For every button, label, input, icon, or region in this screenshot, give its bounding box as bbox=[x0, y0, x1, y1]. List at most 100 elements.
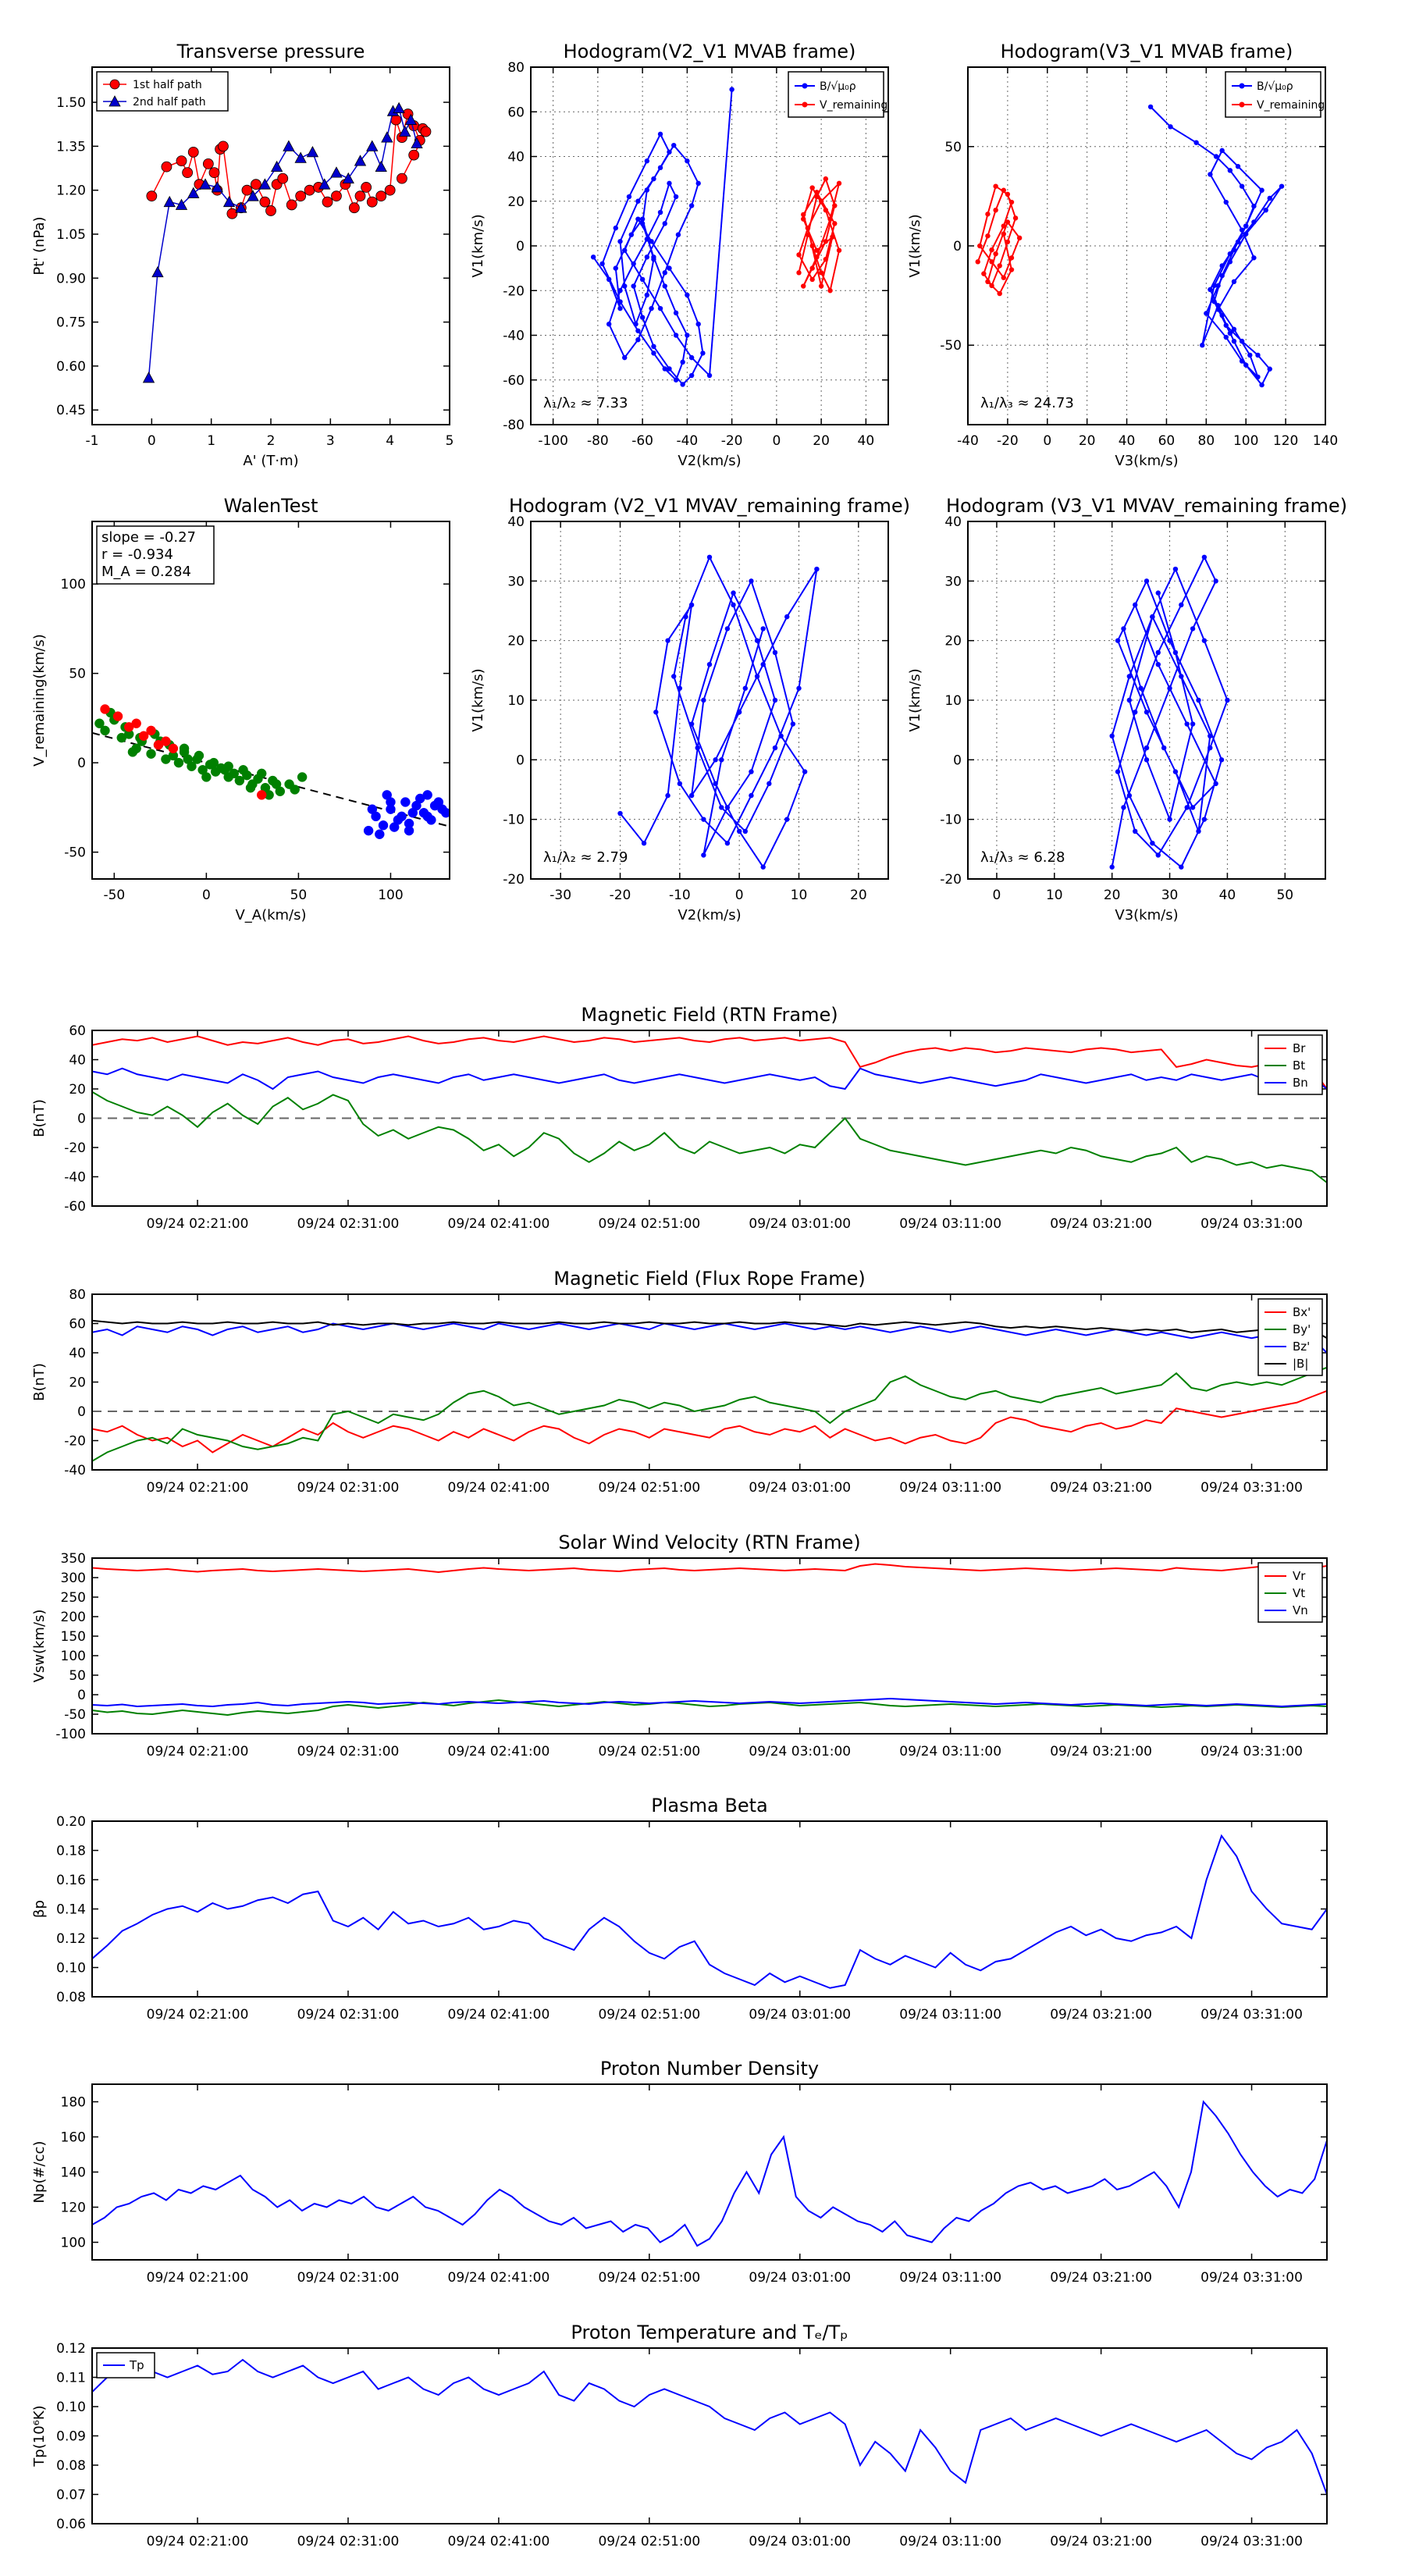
chart-title: Plasma Beta bbox=[651, 1795, 767, 1816]
data-point bbox=[736, 710, 742, 715]
data-point bbox=[295, 190, 307, 202]
chart-title: Hodogram(V2_V1 MVAB frame) bbox=[564, 41, 856, 62]
data-point bbox=[408, 149, 420, 161]
data-point bbox=[1223, 199, 1229, 205]
data-point bbox=[1190, 626, 1196, 632]
data-point bbox=[754, 638, 760, 643]
data-point bbox=[657, 131, 663, 137]
data-point bbox=[606, 276, 612, 283]
data-point bbox=[675, 232, 681, 237]
y-tick-label: 40 bbox=[944, 514, 962, 530]
legend-marker bbox=[802, 101, 808, 108]
data-point bbox=[384, 184, 396, 196]
data-point bbox=[667, 265, 672, 271]
data-point bbox=[393, 101, 405, 113]
data-point bbox=[1239, 338, 1245, 344]
y-tick-label: 0.12 bbox=[56, 1931, 86, 1947]
data-point bbox=[1179, 864, 1184, 870]
data-point bbox=[1196, 697, 1201, 703]
data-point bbox=[836, 180, 842, 187]
data-point bbox=[665, 792, 670, 799]
data-point bbox=[767, 781, 772, 787]
legend-label: Bn bbox=[1293, 1076, 1308, 1090]
legend: Bx' By' Bz' |B| bbox=[1257, 1298, 1323, 1376]
data-point bbox=[1208, 733, 1213, 738]
data-point bbox=[1243, 362, 1249, 368]
x-tick-label: 2 bbox=[267, 433, 276, 449]
data-point bbox=[673, 310, 679, 316]
x-tick-label: 09/24 02:31:00 bbox=[297, 2007, 400, 2023]
data-point bbox=[796, 270, 802, 276]
data-point bbox=[706, 372, 713, 379]
data-point bbox=[680, 382, 685, 387]
data-point bbox=[801, 212, 806, 218]
stats-line: r = -0.934 bbox=[101, 546, 173, 563]
data-point bbox=[1201, 554, 1208, 560]
x-tick-label: 09/24 02:21:00 bbox=[147, 1216, 249, 1232]
x-tick-label: 09/24 02:41:00 bbox=[448, 1216, 550, 1232]
data-point bbox=[724, 841, 731, 846]
plot-background bbox=[92, 2348, 1327, 2524]
y-tick-label: -20 bbox=[64, 1140, 86, 1156]
data-point bbox=[673, 194, 679, 200]
data-point bbox=[796, 252, 802, 258]
x-tick-label: 09/24 02:51:00 bbox=[598, 1744, 700, 1759]
y-tick-label: 1.50 bbox=[56, 95, 86, 111]
data-point bbox=[993, 251, 998, 257]
data-point bbox=[1259, 187, 1264, 193]
data-point bbox=[1263, 208, 1268, 213]
x-tick-label: 09/24 03:21:00 bbox=[1050, 2534, 1152, 2549]
data-point bbox=[649, 305, 654, 311]
data-point bbox=[644, 292, 650, 298]
data-point bbox=[218, 141, 229, 152]
data-point bbox=[1001, 231, 1007, 237]
data-point bbox=[208, 757, 219, 768]
data-point bbox=[667, 366, 672, 372]
data-point bbox=[713, 757, 718, 763]
y-tick-label: 0.18 bbox=[56, 1844, 86, 1859]
y-tick-label: 0 bbox=[77, 1112, 86, 1127]
data-point bbox=[1227, 168, 1233, 173]
data-point bbox=[823, 256, 829, 262]
plot-border bbox=[91, 1820, 1328, 1998]
x-tick-label: 09/24 02:21:00 bbox=[147, 2270, 249, 2286]
data-point bbox=[142, 372, 155, 383]
data-point bbox=[1219, 272, 1225, 279]
data-point bbox=[297, 772, 308, 782]
data-point bbox=[1208, 172, 1213, 177]
y-tick-label: 0.75 bbox=[56, 315, 86, 331]
data-point bbox=[639, 315, 646, 320]
data-point bbox=[1133, 710, 1138, 715]
data-point bbox=[631, 283, 636, 289]
data-point bbox=[1167, 638, 1172, 643]
x-axis-label: A' (T·m) bbox=[243, 453, 298, 469]
y-tick-label: 300 bbox=[61, 1571, 86, 1586]
x-tick-label: 09/24 03:31:00 bbox=[1200, 1480, 1303, 1496]
data-point bbox=[211, 181, 223, 193]
data-point bbox=[375, 160, 387, 173]
x-tick-label: 09/24 03:11:00 bbox=[899, 2534, 1001, 2549]
data-point bbox=[662, 221, 667, 226]
x-tick-label: 09/24 03:31:00 bbox=[1200, 1744, 1303, 1759]
data-point bbox=[667, 149, 672, 155]
data-point bbox=[1267, 195, 1272, 201]
data-point bbox=[985, 233, 991, 239]
series-b bbox=[590, 87, 735, 387]
data-point bbox=[622, 354, 628, 361]
data-point bbox=[1201, 638, 1208, 643]
x-axis-label: V_A(km/s) bbox=[235, 907, 306, 923]
data-point bbox=[827, 288, 833, 294]
data-point bbox=[639, 276, 646, 283]
data-point bbox=[635, 337, 641, 343]
data-point bbox=[304, 184, 315, 196]
data-point bbox=[138, 731, 149, 742]
data-point bbox=[1219, 148, 1225, 154]
y-tick-label: 20 bbox=[69, 1375, 86, 1391]
y-tick-label: -50 bbox=[64, 845, 86, 861]
data-point bbox=[1227, 259, 1233, 265]
y-tick-label: 0.10 bbox=[56, 2400, 86, 2415]
data-point bbox=[1239, 358, 1245, 364]
y-tick-label: 20 bbox=[944, 634, 962, 649]
data-point bbox=[683, 614, 688, 620]
